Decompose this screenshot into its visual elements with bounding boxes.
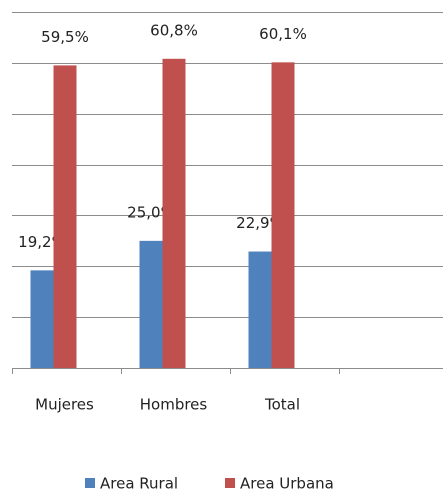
bar	[139, 240, 163, 368]
value-label: 60,8%	[150, 21, 198, 39]
bar	[248, 251, 272, 368]
x-tick-label: Mujeres	[35, 396, 94, 414]
x-tick-label: Hombres	[140, 396, 208, 414]
value-label: 60,1%	[259, 25, 307, 43]
bar	[53, 65, 77, 369]
legend-swatch	[225, 478, 235, 488]
x-tick-label: Total	[264, 396, 300, 414]
legend-label: Area Urbana	[240, 475, 334, 493]
legend-label: Area Rural	[100, 475, 178, 493]
bar	[30, 270, 54, 368]
legend-swatch	[85, 478, 95, 488]
bar	[271, 62, 295, 368]
value-label: 59,5%	[41, 28, 89, 46]
bar	[162, 58, 186, 368]
